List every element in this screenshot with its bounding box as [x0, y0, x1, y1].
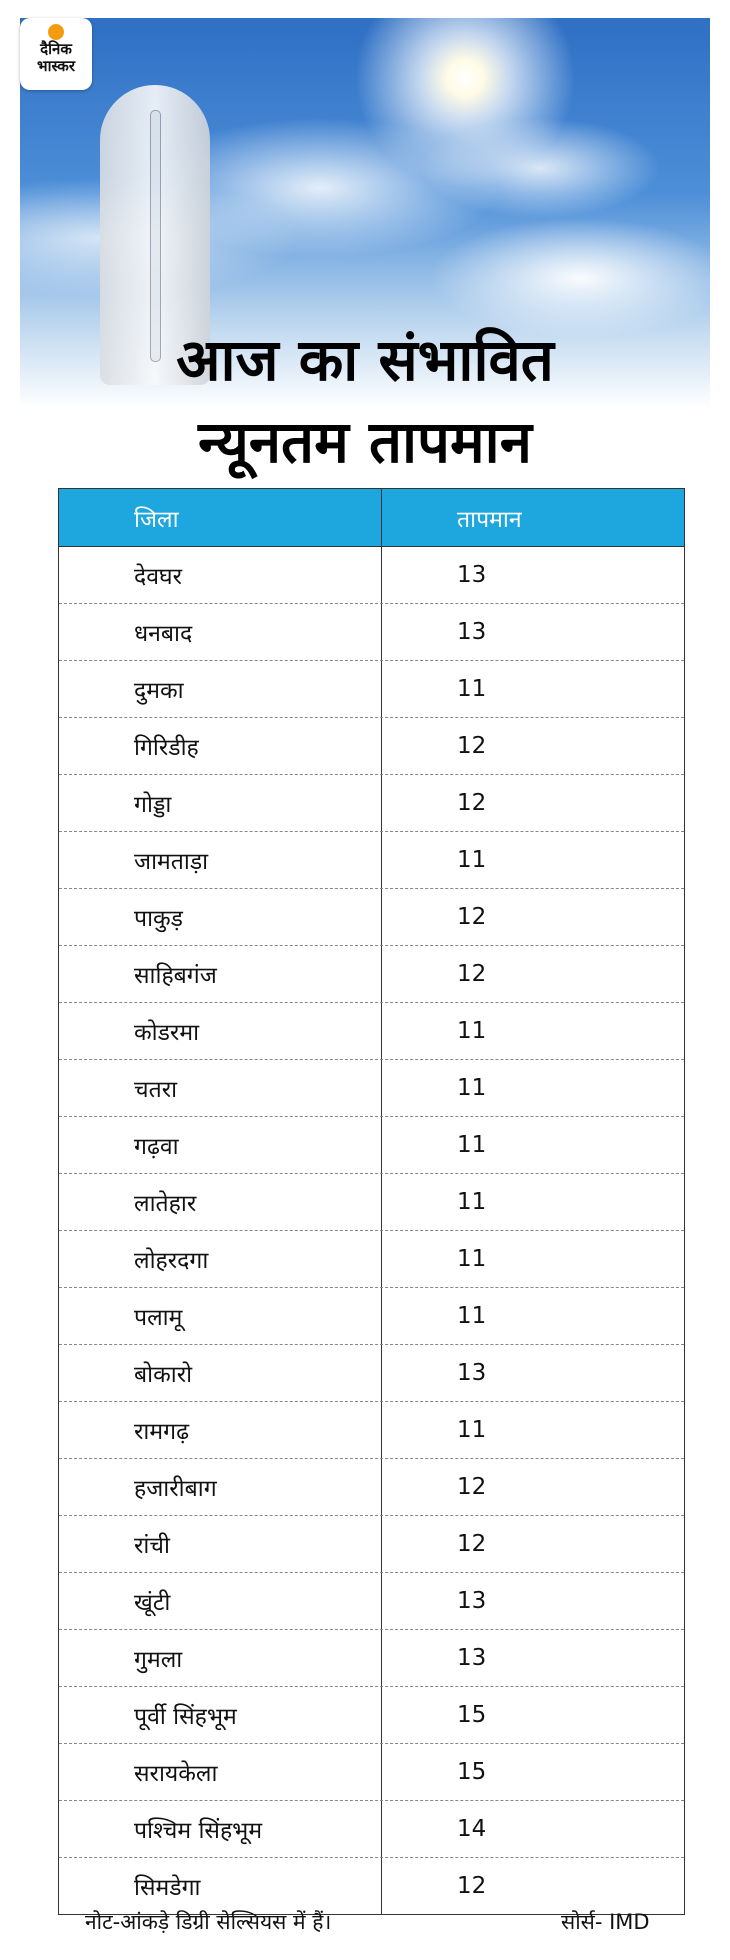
temperature-cell: 11: [457, 1417, 487, 1443]
temperature-cell: 11: [457, 1303, 487, 1329]
district-cell: सिमडेगा: [59, 1858, 382, 1914]
district-cell: पश्चिम सिंहभूम: [59, 1801, 382, 1857]
temperature-cell: 13: [457, 1360, 487, 1386]
district-cell: रामगढ़: [59, 1402, 382, 1458]
table-row: रामगढ़ 11: [59, 1402, 684, 1459]
temperature-cell: 15: [457, 1702, 487, 1728]
temperature-cell: 12: [457, 1531, 487, 1557]
table-row: जामताड़ा 11: [59, 832, 684, 889]
district-cell: चतरा: [59, 1060, 382, 1116]
temperature-cell: 15: [457, 1759, 487, 1785]
table-row: लातेहार 11: [59, 1174, 684, 1231]
header-row: जिला तापमान: [59, 489, 684, 547]
table-row: गोड्डा 12: [59, 775, 684, 832]
district-cell: गुमला: [59, 1630, 382, 1686]
temperature-cell: 13: [457, 1588, 487, 1614]
district-cell: गोड्डा: [59, 775, 382, 831]
district-cell: खूंटी: [59, 1573, 382, 1629]
table-row: पलामू 11: [59, 1288, 684, 1345]
temperature-cell: 13: [457, 1645, 487, 1671]
district-cell: गढ़वा: [59, 1117, 382, 1173]
title: न्यूनतम तापमान: [198, 408, 532, 476]
district-cell: लातेहार: [59, 1174, 382, 1230]
table-row: दुमका 11: [59, 661, 684, 718]
district-cell: साहिबगंज: [59, 946, 382, 1002]
logo-text: दैनिक: [40, 40, 72, 58]
logo-text: भास्कर: [37, 57, 75, 75]
table-row: पाकुड़ 12: [59, 889, 684, 946]
district-cell: दुमका: [59, 661, 382, 717]
temperature-cell: 11: [457, 1132, 487, 1158]
temperature-cell: 11: [457, 1018, 487, 1044]
temperature-cell: 11: [457, 1189, 487, 1215]
table-row: देवघर 13: [59, 547, 684, 604]
table-row: गुमला 13: [59, 1630, 684, 1687]
table-row: साहिबगंज 12: [59, 946, 684, 1003]
temperature-cell: 13: [457, 562, 487, 588]
table-row: बोकारो 13: [59, 1345, 684, 1402]
temperature-cell: 14: [457, 1816, 487, 1842]
table-row: सिमडेगा 12: [59, 1858, 684, 1914]
title: आज का संभावित: [176, 326, 554, 394]
temperature-cell: 11: [457, 1075, 487, 1101]
table-row: पूर्वी सिंहभूम 15: [59, 1687, 684, 1744]
temperature-cell: 11: [457, 847, 487, 873]
table-row: हजारीबाग 12: [59, 1459, 684, 1516]
temperature-cell: 12: [457, 1873, 487, 1899]
logo: दैनिक भास्कर: [20, 18, 92, 90]
district-cell: पूर्वी सिंहभूम: [59, 1687, 382, 1743]
column-header: तापमान: [457, 506, 522, 533]
table-row: लोहरदगा 11: [59, 1231, 684, 1288]
table-row: कोडरमा 11: [59, 1003, 684, 1060]
table-row: गढ़वा 11: [59, 1117, 684, 1174]
temperature-cell: 11: [457, 1246, 487, 1272]
footnote: नोट-आंकड़े डिग्री सेल्सियस में हैं।: [85, 1910, 332, 1934]
district-cell: देवघर: [59, 547, 382, 603]
district-cell: धनबाद: [59, 604, 382, 660]
table: जिला तापमान देवघर 13 धनबाद 13 दुमका 11 गिरिडीह…: [58, 488, 685, 1915]
temperature-cell: 12: [457, 961, 487, 987]
temperature-cell: 11: [457, 676, 487, 702]
table-row: गिरिडीह 12: [59, 718, 684, 775]
district-cell: रांची: [59, 1516, 382, 1572]
district-cell: हजारीबाग: [59, 1459, 382, 1515]
source: सोर्स- IMD: [561, 1910, 650, 1934]
temperature-cell: 12: [457, 790, 487, 816]
temperature-cell: 12: [457, 904, 487, 930]
temperature-cell: 12: [457, 1474, 487, 1500]
table-row: रांची 12: [59, 1516, 684, 1573]
table-row: चतरा 11: [59, 1060, 684, 1117]
table-row: खूंटी 13: [59, 1573, 684, 1630]
district-cell: पाकुड़: [59, 889, 382, 945]
column-header: जिला: [59, 489, 382, 546]
district-cell: जामताड़ा: [59, 832, 382, 888]
district-cell: कोडरमा: [59, 1003, 382, 1059]
table-row: सरायकेला 15: [59, 1744, 684, 1801]
district-cell: बोकारो: [59, 1345, 382, 1401]
temperature-cell: 13: [457, 619, 487, 645]
table-row: धनबाद 13: [59, 604, 684, 661]
district-cell: सरायकेला: [59, 1744, 382, 1800]
district-cell: गिरिडीह: [59, 718, 382, 774]
table-row: पश्चिम सिंहभूम 14: [59, 1801, 684, 1858]
thermometer-image: [100, 85, 210, 385]
district-cell: लोहरदगा: [59, 1231, 382, 1287]
district-cell: पलामू: [59, 1288, 382, 1344]
temperature-cell: 12: [457, 733, 487, 759]
